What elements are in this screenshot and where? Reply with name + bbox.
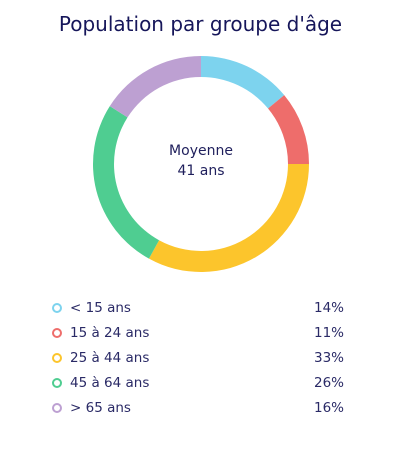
chart-title: Population par groupe d'âge (58, 12, 343, 36)
center-label-title: Moyenne (169, 143, 233, 159)
legend-marker-icon (52, 327, 62, 338)
donut-slice-5 (109, 56, 201, 118)
legend-value: 26% (313, 374, 344, 391)
legend-value: 11% (313, 324, 344, 341)
legend-marker-icon (52, 402, 62, 413)
donut-slice-4 (93, 106, 160, 259)
legend-marker-icon (52, 302, 62, 313)
legend-value: 33% (313, 349, 344, 366)
legend-marker-icon (52, 377, 62, 388)
legend-label: 45 à 64 ans (70, 374, 150, 391)
legend: < 15 ans 14% 15 à 24 ans 11% 25 à 44 ans 33% 4… (52, 295, 344, 420)
legend-label: < 15 ans (70, 299, 131, 316)
legend-label: 25 à 44 ans (70, 349, 150, 366)
donut-slice-1 (201, 56, 285, 109)
legend-item: 45 à 64 ans 26% (52, 370, 344, 395)
donut-svg (93, 56, 309, 272)
donut-slice-2 (268, 95, 309, 164)
legend-item: 25 à 44 ans 33% (52, 345, 344, 370)
legend-item: > 65 ans 16% (52, 395, 344, 420)
legend-value: 16% (313, 399, 344, 416)
legend-label: 15 à 24 ans (70, 324, 150, 341)
center-label: Moyenne 41 ans (91, 141, 311, 181)
donut-slice-3 (148, 164, 309, 272)
legend-value: 14% (313, 299, 344, 316)
legend-marker-icon (52, 352, 62, 363)
center-label-value: 41 ans (177, 163, 225, 179)
legend-item: < 15 ans 14% (52, 295, 344, 320)
legend-item: 15 à 24 ans 11% (52, 320, 344, 345)
donut-chart (91, 54, 311, 274)
legend-label: > 65 ans (70, 399, 131, 416)
